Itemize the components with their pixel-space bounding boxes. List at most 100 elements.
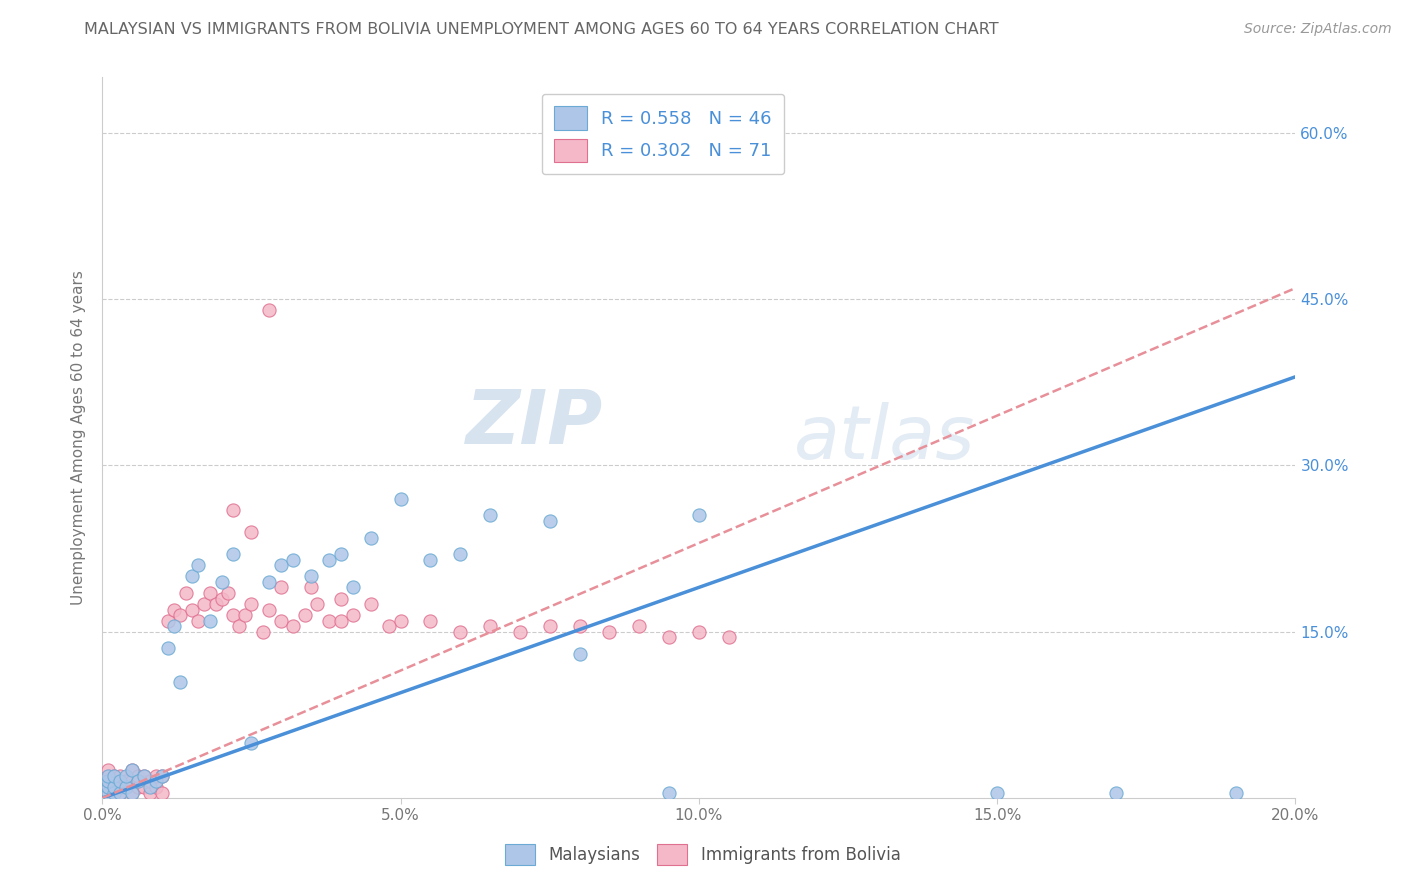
Point xyxy=(568,647,591,661)
Point xyxy=(163,602,186,616)
Point xyxy=(222,503,245,517)
Point xyxy=(169,608,191,623)
Point xyxy=(318,552,340,566)
Point xyxy=(97,785,120,799)
Point xyxy=(305,597,328,611)
Point xyxy=(211,574,233,589)
Point xyxy=(103,785,125,799)
Point xyxy=(187,614,209,628)
Text: atlas: atlas xyxy=(794,401,976,474)
Point xyxy=(299,569,322,583)
Point xyxy=(187,558,209,573)
Point xyxy=(240,597,263,611)
Point xyxy=(193,597,215,611)
Point xyxy=(235,608,257,623)
Point xyxy=(318,614,340,628)
Point xyxy=(538,514,561,528)
Legend: Malaysians, Immigrants from Bolivia: Malaysians, Immigrants from Bolivia xyxy=(495,834,911,875)
Point xyxy=(150,785,173,799)
Point xyxy=(1105,785,1128,799)
Point xyxy=(360,597,382,611)
Point xyxy=(658,785,681,799)
Point xyxy=(163,619,186,633)
Point xyxy=(329,591,352,606)
Point xyxy=(121,785,143,799)
Point xyxy=(281,552,304,566)
Point xyxy=(299,581,322,595)
Point xyxy=(389,491,412,506)
Point xyxy=(139,774,162,789)
Point xyxy=(342,581,364,595)
Point xyxy=(108,785,131,799)
Point xyxy=(281,619,304,633)
Point xyxy=(986,785,1008,799)
Point xyxy=(132,769,155,783)
Point xyxy=(479,619,502,633)
Point xyxy=(97,774,120,789)
Point xyxy=(132,769,155,783)
Point xyxy=(270,581,292,595)
Point xyxy=(121,764,143,778)
Point xyxy=(127,769,149,783)
Point xyxy=(156,641,179,656)
Point xyxy=(127,780,149,794)
Point xyxy=(198,614,221,628)
Point xyxy=(145,774,167,789)
Point xyxy=(108,780,131,794)
Point xyxy=(717,630,740,644)
Point xyxy=(174,586,197,600)
Point xyxy=(103,780,125,794)
Text: MALAYSIAN VS IMMIGRANTS FROM BOLIVIA UNEMPLOYMENT AMONG AGES 60 TO 64 YEARS CORR: MALAYSIAN VS IMMIGRANTS FROM BOLIVIA UNE… xyxy=(84,22,1000,37)
Point xyxy=(145,769,167,783)
Point xyxy=(294,608,316,623)
Point xyxy=(121,785,143,799)
Point xyxy=(97,780,120,794)
Point xyxy=(222,608,245,623)
Point xyxy=(180,569,202,583)
Point xyxy=(688,624,710,639)
Point xyxy=(479,508,502,523)
Point xyxy=(240,736,263,750)
Point xyxy=(449,547,471,561)
Point xyxy=(97,769,120,783)
Point xyxy=(252,624,274,639)
Point xyxy=(121,774,143,789)
Point xyxy=(658,630,681,644)
Point xyxy=(156,614,179,628)
Point xyxy=(108,769,131,783)
Point xyxy=(568,619,591,633)
Text: Source: ZipAtlas.com: Source: ZipAtlas.com xyxy=(1244,22,1392,37)
Point xyxy=(150,769,173,783)
Point xyxy=(127,774,149,789)
Point xyxy=(538,619,561,633)
Point xyxy=(259,602,281,616)
Point xyxy=(97,764,120,778)
Point xyxy=(108,774,131,789)
Point xyxy=(1225,785,1247,799)
Point xyxy=(115,780,138,794)
Point xyxy=(217,586,239,600)
Point xyxy=(360,531,382,545)
Point xyxy=(259,574,281,589)
Point xyxy=(342,608,364,623)
Point xyxy=(103,769,125,783)
Point xyxy=(240,524,263,539)
Point xyxy=(259,303,281,318)
Point xyxy=(377,619,399,633)
Point xyxy=(115,774,138,789)
Text: ZIP: ZIP xyxy=(467,387,603,460)
Point xyxy=(103,769,125,783)
Point xyxy=(228,619,250,633)
Point xyxy=(211,591,233,606)
Point xyxy=(115,769,138,783)
Point xyxy=(108,785,131,799)
Point xyxy=(389,614,412,628)
Point xyxy=(688,508,710,523)
Point xyxy=(419,552,441,566)
Point xyxy=(97,774,120,789)
Point xyxy=(449,624,471,639)
Y-axis label: Unemployment Among Ages 60 to 64 years: Unemployment Among Ages 60 to 64 years xyxy=(72,270,86,605)
Point xyxy=(329,614,352,628)
Point xyxy=(132,780,155,794)
Point xyxy=(145,780,167,794)
